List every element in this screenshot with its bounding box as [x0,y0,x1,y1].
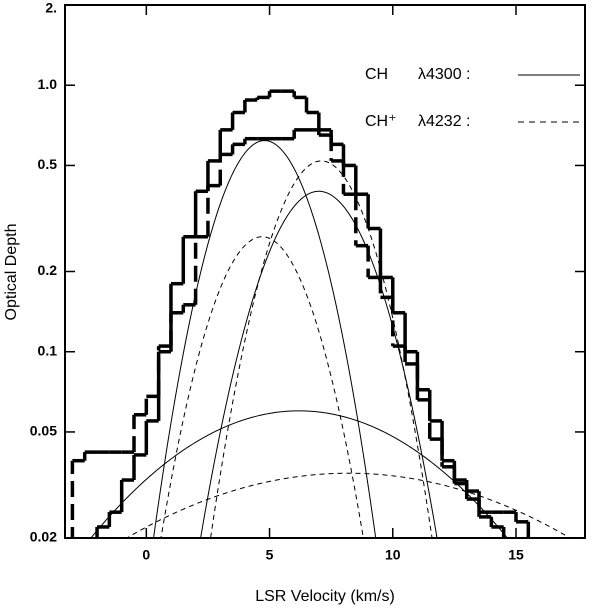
histogram-riser [70,129,531,538]
legend-label: λ4300 : [418,66,470,83]
legend-label: λ4232 : [418,113,470,130]
gaussian-component [200,190,438,538]
plot-area [70,89,572,538]
gaussian-component [210,160,433,538]
y-axis-label: Optical Depth [3,224,20,321]
y-tick-label: 0.05 [30,423,57,439]
legend-label: CH [365,66,388,83]
y-tick-label: 0.2 [38,262,58,278]
x-tick-label: 10 [385,547,401,563]
x-axis-label: LSR Velocity (km/s) [255,588,395,605]
y-tick-label: 0.1 [38,342,58,358]
histogram-riser [95,91,506,538]
plot-frame [64,4,586,539]
y-tick-label: 0.02 [30,529,57,545]
y-tick-label: 0.5 [38,156,58,172]
x-tick-label: 0 [142,547,150,563]
legend-label: CH⁺ [365,113,397,130]
gaussian-component [125,472,572,538]
gaussian-component [90,410,508,538]
x-tick-label: 5 [266,547,274,563]
y-tick-label: 1.0 [38,76,58,92]
y-tick-label: 2. [45,0,57,16]
gaussian-component [153,140,377,538]
x-tick-label: 15 [508,547,524,563]
